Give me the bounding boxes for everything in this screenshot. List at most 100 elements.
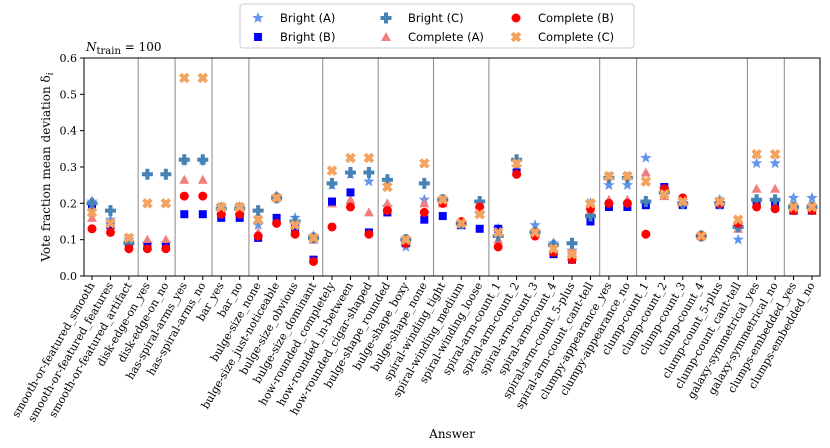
data-point <box>437 194 449 206</box>
data-point <box>328 197 336 206</box>
data-point <box>363 175 375 187</box>
data-point <box>179 174 190 184</box>
data-point <box>677 196 689 207</box>
data-point <box>622 170 633 182</box>
data-point <box>142 234 153 244</box>
y-axis: 0.0 0.1 0.2 0.3 0.4 0.5 0.6 <box>60 52 84 283</box>
data-point <box>160 168 172 180</box>
data-point <box>346 188 355 197</box>
y-tick-label: 0.0 <box>60 270 78 283</box>
data-point <box>474 208 485 220</box>
legend-marker <box>252 12 264 23</box>
y-tick-label: 0.1 <box>60 234 78 247</box>
legend: Bright (A) Bright (B) Bright (C) Complete (… <box>239 3 635 49</box>
data-point <box>215 201 227 213</box>
data-point <box>640 151 652 163</box>
data-point <box>141 168 153 180</box>
data-point <box>178 154 190 166</box>
data-point <box>253 231 263 241</box>
data-point <box>271 192 282 204</box>
data-point <box>87 224 97 234</box>
data-point <box>732 214 744 225</box>
data-point <box>548 243 559 255</box>
data-point <box>585 198 596 209</box>
data-point <box>622 198 632 208</box>
legend-label: Bright (A) <box>280 11 335 25</box>
x-axis: smooth-or-featured_smoothsmooth-or-featu… <box>9 276 818 424</box>
series-complete-c <box>86 72 818 260</box>
data-point <box>475 224 484 233</box>
data-point <box>455 218 467 229</box>
data-point <box>769 194 781 206</box>
y-axis-label: Vote fraction mean deviation δi <box>39 72 56 262</box>
data-point <box>492 230 504 242</box>
data-point <box>123 237 135 249</box>
data-point <box>345 194 356 204</box>
data-point <box>290 229 300 239</box>
data-point <box>382 206 392 216</box>
data-point <box>104 213 117 225</box>
data-point <box>770 183 781 193</box>
data-point <box>381 174 393 186</box>
data-point <box>345 202 355 212</box>
data-point <box>123 232 135 244</box>
data-point <box>419 198 430 208</box>
data-point <box>788 201 799 213</box>
data-point <box>289 219 301 231</box>
data-point <box>770 204 780 214</box>
y-tick-label: 0.3 <box>60 161 78 174</box>
data-point <box>493 242 503 252</box>
data-point <box>548 239 560 251</box>
data-point <box>751 183 762 193</box>
data-point <box>197 174 208 184</box>
series-complete-b <box>87 169 817 266</box>
data-point <box>714 196 725 207</box>
data-point <box>86 197 98 209</box>
data-point <box>752 202 762 212</box>
data-point <box>363 166 375 178</box>
data-point <box>512 169 522 179</box>
y-tick-label: 0.2 <box>60 197 78 210</box>
y-tick-label: 0.4 <box>60 125 78 138</box>
data-point <box>494 224 503 233</box>
data-point <box>400 234 412 245</box>
plot-frame <box>83 57 821 277</box>
data-point <box>419 158 430 169</box>
data-point <box>344 166 356 178</box>
data-point <box>750 157 763 169</box>
data-point <box>640 196 652 208</box>
series-bright-b <box>88 168 816 264</box>
data-point <box>142 198 153 209</box>
chart-title: Ntrain = 100 <box>85 40 162 57</box>
data-point <box>364 229 374 239</box>
data-point <box>787 191 800 203</box>
data-point <box>751 194 763 206</box>
data-point <box>124 244 134 254</box>
data-point <box>566 237 578 249</box>
legend-marker <box>510 31 522 43</box>
data-point <box>566 248 578 260</box>
data-point <box>511 158 522 169</box>
data-point <box>326 177 338 189</box>
data-point <box>197 72 209 84</box>
data-point <box>252 219 264 230</box>
data-point <box>474 196 486 208</box>
data-point <box>604 198 614 208</box>
data-point <box>197 154 209 166</box>
data-point <box>420 215 429 224</box>
data-point <box>345 152 356 164</box>
group-separators <box>137 58 785 276</box>
data-point <box>105 227 115 237</box>
data-point <box>659 188 670 200</box>
legend-marker <box>380 12 392 24</box>
data-point <box>641 229 651 239</box>
y-tick-label: 0.6 <box>60 52 78 65</box>
data-point <box>105 218 116 229</box>
legend-label: Complete (B) <box>538 11 614 25</box>
data-point <box>584 210 596 222</box>
data-point <box>104 205 116 217</box>
data-point <box>511 154 523 166</box>
data-point <box>382 198 393 208</box>
data-point <box>419 207 429 217</box>
